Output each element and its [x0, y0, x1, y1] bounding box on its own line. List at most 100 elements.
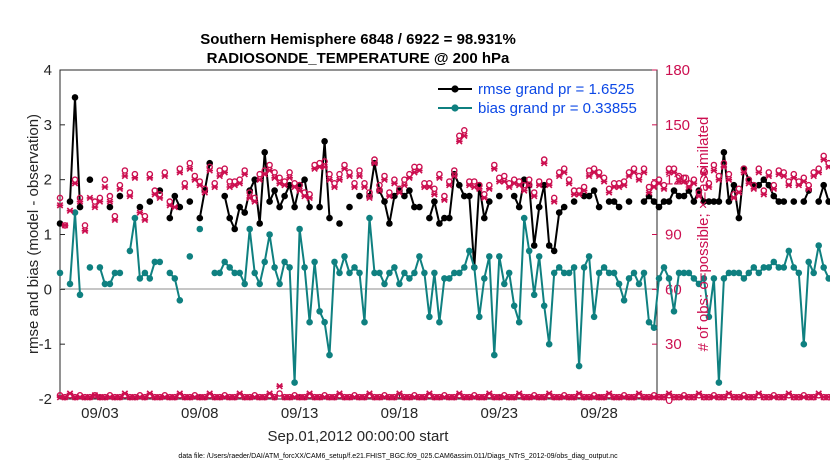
- bias-point: [451, 269, 458, 277]
- assimilated-count-marker: [685, 183, 693, 191]
- assimilated-count-marker: [241, 170, 248, 178]
- assimilated-count-marker: [201, 189, 209, 196]
- assimilated-count-low-marker: [306, 390, 313, 397]
- bias-point: [416, 253, 423, 260]
- x-tick-label: 09/23: [480, 405, 518, 422]
- assimilated-count-low-marker: [600, 393, 608, 401]
- rmse-point: [555, 209, 563, 216]
- rmse-point: [326, 214, 333, 222]
- rmse-point: [251, 176, 258, 183]
- bias-point: [396, 280, 403, 288]
- assimilated-count-marker: [446, 181, 453, 189]
- assimilated-count-low-marker: [206, 390, 213, 397]
- legend-box: [432, 74, 654, 120]
- rmse-point: [640, 198, 648, 205]
- bias-point: [371, 269, 378, 277]
- bias-point: [530, 291, 538, 299]
- bias-point: [550, 269, 558, 277]
- assimilated-count-marker: [291, 183, 298, 191]
- bias-point: [650, 324, 658, 332]
- bias-point: [560, 269, 568, 277]
- bias-point: [705, 313, 713, 321]
- assimilated-count-marker: [81, 227, 89, 235]
- bias-point: [111, 269, 119, 277]
- assimilated-count-marker: [216, 172, 223, 180]
- bias-point: [501, 280, 508, 288]
- rmse-point: [735, 214, 743, 222]
- assimilated-count-marker: [401, 181, 408, 189]
- rmse-point: [381, 198, 388, 205]
- bias-point: [820, 264, 827, 271]
- bias-point: [760, 264, 768, 271]
- assimilated-count-marker: [326, 176, 333, 183]
- rmse-point: [221, 192, 228, 200]
- assimilated-count-marker: [630, 169, 638, 176]
- bias-point: [710, 275, 718, 282]
- bias-point: [630, 269, 638, 277]
- rmse-point: [226, 214, 233, 222]
- rmse-point: [236, 203, 243, 211]
- y-tick-label: 1: [44, 227, 52, 244]
- assimilated-count-low-marker: [720, 393, 728, 401]
- assimilated-count-marker: [481, 194, 488, 202]
- bias-point: [600, 264, 608, 271]
- bias-point: [101, 280, 109, 288]
- rmse-point: [256, 220, 264, 227]
- bias-point: [421, 269, 428, 277]
- bias-point: [795, 269, 803, 277]
- assimilated-count-low-marker: [141, 393, 149, 401]
- assimilated-count-marker: [590, 169, 598, 176]
- assimilated-count-low-marker: [336, 390, 343, 397]
- assimilated-count-marker: [700, 170, 708, 178]
- assimilated-count-marker: [91, 203, 99, 211]
- rmse-point: [560, 203, 568, 211]
- assimilated-count-marker: [820, 156, 827, 163]
- assimilated-count-marker: [560, 169, 568, 176]
- bias-point: [376, 269, 383, 277]
- bias-point: [540, 302, 548, 310]
- rmse-point: [700, 198, 708, 205]
- rmse-point: [106, 203, 114, 211]
- rmse-point: [461, 192, 468, 200]
- bias-point: [391, 264, 398, 271]
- bias-point: [56, 269, 64, 277]
- bias-point: [615, 280, 623, 288]
- assimilated-count-low-marker: [276, 382, 283, 390]
- bias-point: [645, 318, 653, 326]
- assimilated-count-low-marker: [635, 390, 643, 397]
- assimilated-count-marker: [770, 185, 778, 193]
- rmse-point: [540, 181, 548, 189]
- possible-count-marker: [460, 127, 468, 134]
- assimilated-count-marker: [366, 194, 373, 202]
- rmse-point: [86, 176, 94, 183]
- rmse-point: [441, 214, 448, 222]
- assimilated-count-low-marker: [540, 393, 548, 401]
- rmse-point: [406, 187, 413, 194]
- bias-point: [635, 280, 643, 288]
- rmse-point: [71, 94, 79, 101]
- assimilated-count-low-marker: [171, 393, 179, 401]
- legend-rmse-label: rmse grand pr = 1.6525: [478, 81, 634, 98]
- assimilated-count-marker: [331, 183, 338, 191]
- bias-point: [231, 269, 238, 277]
- assimilated-count-low-marker: [695, 390, 703, 397]
- y-tick-label: 4: [44, 62, 52, 79]
- assimilated-count-marker: [346, 172, 353, 180]
- bias-point: [466, 247, 473, 255]
- assimilated-count-marker: [71, 180, 79, 187]
- rmse-point: [431, 198, 438, 205]
- rmse-point: [171, 192, 179, 200]
- assimilated-count-marker: [755, 169, 763, 176]
- assimilated-count-low-marker: [690, 393, 698, 401]
- assimilated-count-marker: [171, 203, 179, 211]
- rmse-point: [136, 203, 144, 211]
- assimilated-count-marker: [620, 181, 628, 189]
- possible-count-marker: [710, 161, 718, 169]
- bias-point: [695, 280, 703, 288]
- bias-point: [186, 253, 194, 260]
- rmse-point: [286, 181, 293, 189]
- rmse-point: [625, 198, 633, 205]
- bias-point: [431, 269, 438, 277]
- bias-point: [785, 247, 793, 255]
- bias-point: [401, 269, 408, 277]
